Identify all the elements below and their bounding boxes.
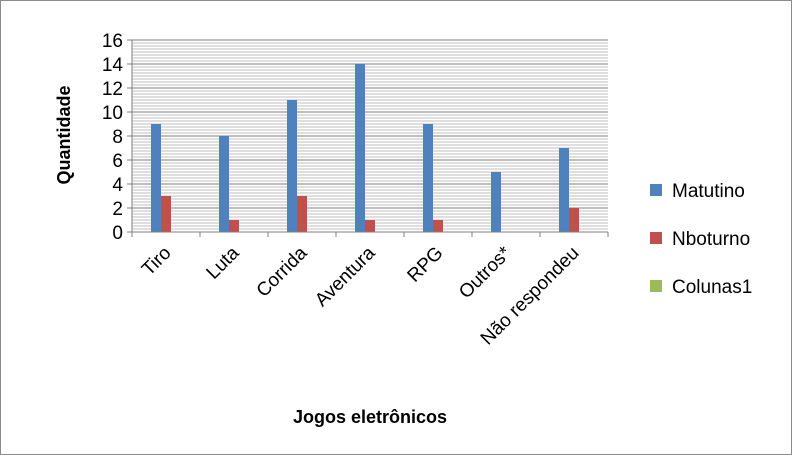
bar-nboturno-3 [365,220,375,232]
bar-matutino-4 [423,124,433,232]
bar-matutino-6 [559,148,569,232]
bar-nboturno-4 [433,220,443,232]
gridlines [132,39,608,233]
legend-swatch-nboturno [650,232,662,244]
legend-swatch-colunas1 [650,280,662,292]
bar-nboturno-0 [161,196,171,232]
y-tick-label: 6 [112,151,123,172]
x-tick-labels: Tiro Luta Corrida Aventura RPG Outros*Não res… [138,242,583,349]
bar-nboturno-1 [229,220,239,232]
y-tick-label: 16 [102,31,123,52]
legend-swatch-matutino [650,184,662,196]
y-tick-labels: 0 2 4 6 8 10 12 14 16 [102,31,124,244]
bar-matutino-1 [219,136,229,232]
bar-matutino-0 [151,124,161,232]
axes [127,39,609,237]
bar-matutino-5 [491,172,501,232]
bar-nboturno-6 [569,208,579,232]
legend: Matutino Nboturno Colunas1 [650,181,752,298]
x-axis-title: Jogos eletrônicos [293,407,447,427]
y-tick-label: 10 [102,103,123,124]
bar-nboturno-2 [297,196,307,232]
y-tick-label: 8 [112,127,123,148]
legend-label-nboturno: Nboturno [672,229,750,250]
y-tick-label: 0 [112,223,123,244]
y-tick-label: 14 [102,55,124,76]
y-tick-label: 4 [112,175,123,196]
bar-matutino-3 [355,64,365,232]
legend-label-matutino: Matutino [672,181,745,202]
x-tick-label: Outros* [455,242,516,303]
x-tick-label: Tiro [138,243,175,280]
bar-matutino-2 [287,100,297,232]
x-tick-label: RPG [404,243,448,287]
x-tick-label: Luta [203,242,244,283]
y-tick-label: 12 [102,79,123,100]
y-axis-title: Quantidade [54,85,74,184]
x-tick-label: Corrida [253,242,312,301]
y-tick-label: 2 [112,199,123,220]
legend-label-colunas1: Colunas1 [672,277,752,298]
bars [151,64,579,232]
x-tick-label: Aventura [311,242,380,311]
